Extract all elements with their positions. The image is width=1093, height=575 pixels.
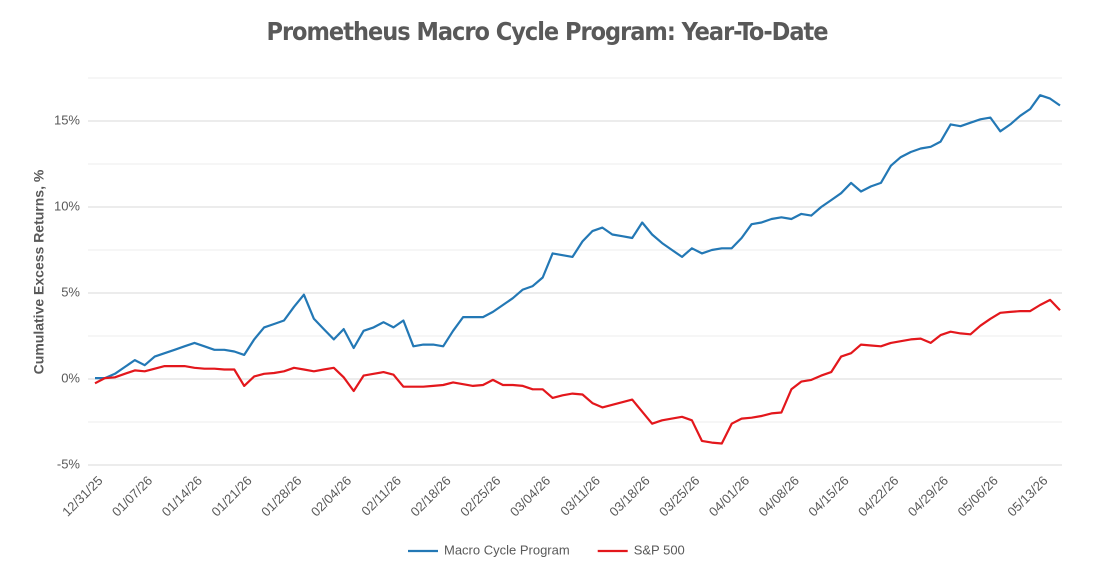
legend-label: S&P 500 [634,542,685,557]
series-line [94,298,1061,445]
chart-title: Prometheus Macro Cycle Program: Year-To-… [266,17,828,46]
x-tick-label: 02/04/26 [308,473,354,519]
x-tick-label: 02/11/26 [358,473,404,519]
x-tick-label: 03/18/26 [606,473,652,519]
x-tick-label: 05/13/26 [1004,473,1050,519]
x-tick-label: 01/28/26 [258,473,304,519]
y-tick-label: 0% [61,370,80,385]
x-tick-label: 02/25/26 [457,473,503,519]
y-tick-label: 10% [54,198,80,213]
y-tick-label: 15% [54,112,80,127]
x-tick-label: 03/11/26 [557,473,603,519]
x-tick-label: 03/25/26 [656,473,702,519]
series-line [95,94,1061,380]
y-tick-label: 5% [61,284,80,299]
y-axis-label: Cumulative Excess Returns, % [31,169,47,374]
x-tick-label: 01/14/26 [159,473,205,519]
x-tick-label: 01/21/26 [208,473,254,519]
legend-label: Macro Cycle Program [444,542,570,557]
x-tick-label: 04/15/26 [805,473,851,519]
x-tick-label: 12/31/25 [59,473,105,519]
x-tick-label: 02/18/26 [407,473,453,519]
x-tick-label: 04/08/26 [756,473,802,519]
x-tick-label: 04/01/26 [706,473,752,519]
x-tick-label: 04/29/26 [905,473,951,519]
x-tick-label: 03/04/26 [507,473,553,519]
x-tick-label: 01/07/26 [109,473,155,519]
y-tick-label: -5% [57,456,81,471]
x-tick-label: 05/06/26 [955,473,1001,519]
x-tick-label: 04/22/26 [855,473,901,519]
